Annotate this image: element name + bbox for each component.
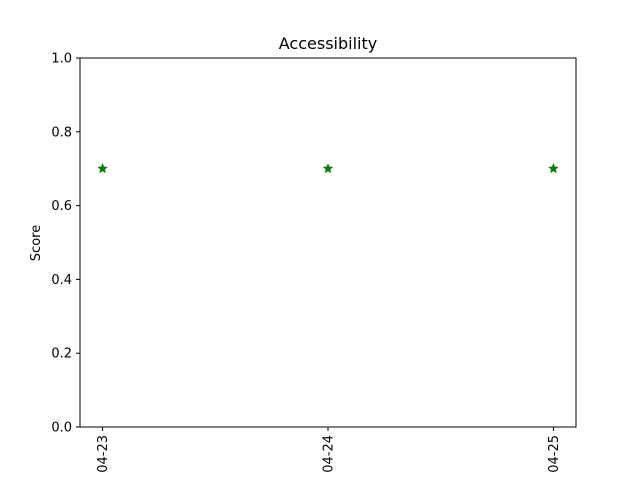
y-axis-label: Score (29, 225, 44, 261)
data-point-star (97, 163, 108, 174)
y-tick-label: 0.2 (51, 347, 72, 362)
data-points (97, 163, 559, 174)
y-tick-label: 0.6 (51, 199, 72, 214)
x-tick-label: 04-23 (96, 435, 111, 473)
y-tick-label: 0.0 (51, 421, 72, 436)
x-tick-label: 04-24 (322, 435, 337, 473)
data-point-star (548, 163, 559, 174)
y-tick-label: 1.0 (51, 52, 72, 67)
x-axis: 04-23 04-24 04-25 (96, 427, 562, 473)
y-axis: 0.0 0.2 0.4 0.6 0.8 1.0 (51, 52, 80, 436)
y-tick-label: 0.8 (51, 125, 72, 140)
chart-title: Accessibility (279, 34, 377, 53)
plot-area (79, 57, 577, 428)
y-tick-label: 0.4 (51, 273, 72, 288)
x-tick-label: 04-25 (547, 435, 562, 473)
data-point-star (322, 163, 334, 174)
